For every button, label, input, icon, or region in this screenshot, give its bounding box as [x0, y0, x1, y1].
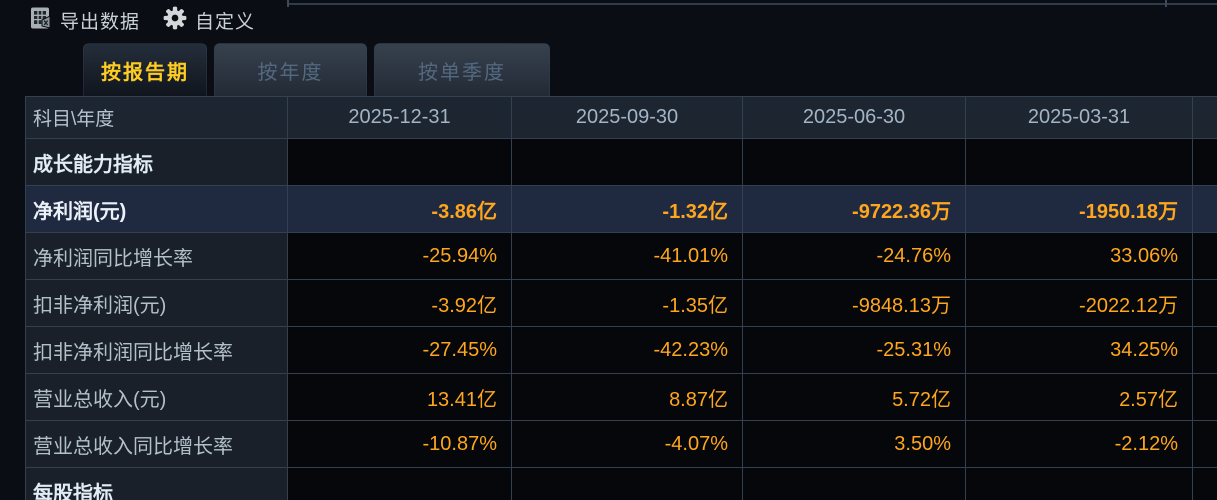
- value-cell-clipped: [1193, 421, 1217, 467]
- value-cell: 5.72亿: [743, 374, 966, 420]
- value-cell: 8.87亿: [512, 374, 743, 420]
- tab-by-year[interactable]: 按年度: [214, 43, 367, 96]
- value-cell: 33.06%: [966, 233, 1193, 279]
- panel-divider-tick: [1165, 0, 1167, 7]
- table-row-net-profit[interactable]: 净利润(元) -3.86亿 -1.32亿 -9722.36万 -1950.18万: [26, 186, 1217, 233]
- export-data-label: 导出数据: [60, 11, 141, 33]
- export-spreadsheet-icon: [28, 6, 53, 35]
- table-header-row: 科目\年度 2025-12-31 2025-09-30 2025-06-30 2…: [26, 97, 1217, 139]
- value-cell: -1950.18万: [966, 186, 1193, 232]
- row-label: 营业总收入(元): [26, 374, 288, 420]
- panel-divider: [287, 3, 1217, 5]
- value-cell: -2022.12万: [966, 280, 1193, 326]
- value-cell: -27.45%: [288, 327, 512, 373]
- column-header-cell: 2025-06-30: [743, 97, 966, 138]
- value-cell: -24.76%: [743, 233, 966, 279]
- panel-divider-tick: [287, 0, 289, 7]
- value-cell-clipped: [1193, 186, 1217, 232]
- row-label: 扣非净利润同比增长率: [26, 327, 288, 373]
- column-header-cell: 2025-09-30: [512, 97, 743, 138]
- table-row-net-profit-yoy[interactable]: 净利润同比增长率 -25.94% -41.01% -24.76% 33.06%: [26, 233, 1217, 280]
- value-cell: -3.92亿: [288, 280, 512, 326]
- row-label: 营业总收入同比增长率: [26, 421, 288, 467]
- table-row-total-revenue-yoy[interactable]: 营业总收入同比增长率 -10.87% -4.07% 3.50% -2.12%: [26, 421, 1217, 468]
- value-cell: 2.57亿: [966, 374, 1193, 420]
- customize-label: 自定义: [195, 11, 256, 33]
- column-header-cell: 2025-03-31: [966, 97, 1193, 138]
- toolbar: 导出数据 自定义: [28, 4, 255, 36]
- gear-icon: [162, 5, 188, 36]
- export-data-button[interactable]: 导出数据: [28, 6, 140, 35]
- value-cell: [288, 139, 512, 185]
- value-cell: [512, 139, 743, 185]
- value-cell: -10.87%: [288, 421, 512, 467]
- table-row-total-revenue[interactable]: 营业总收入(元) 13.41亿 8.87亿 5.72亿 2.57亿: [26, 374, 1217, 421]
- value-cell: -3.86亿: [288, 186, 512, 232]
- value-cell: [966, 139, 1193, 185]
- tab-by-single-quarter[interactable]: 按单季度: [374, 43, 550, 96]
- value-cell: -25.31%: [743, 327, 966, 373]
- row-label: 扣非净利润(元): [26, 280, 288, 326]
- value-cell: 13.41亿: [288, 374, 512, 420]
- table-row-per-share-section[interactable]: 每股指标: [26, 468, 1217, 500]
- table-row-deducted-net-profit-yoy[interactable]: 扣非净利润同比增长率 -27.45% -42.23% -25.31% 34.25…: [26, 327, 1217, 374]
- value-cell-clipped: [1193, 139, 1217, 185]
- value-cell-clipped: [1193, 374, 1217, 420]
- value-cell-clipped: [1193, 233, 1217, 279]
- row-label: 净利润(元): [26, 186, 288, 232]
- value-cell: -9722.36万: [743, 186, 966, 232]
- value-cell: -42.23%: [512, 327, 743, 373]
- column-header-cell-clipped: [1193, 97, 1217, 138]
- tab-by-report-period[interactable]: 按报告期: [83, 43, 207, 96]
- value-cell: 34.25%: [966, 327, 1193, 373]
- value-cell: -25.94%: [288, 233, 512, 279]
- value-cell: -2.12%: [966, 421, 1193, 467]
- value-cell: -4.07%: [512, 421, 743, 467]
- value-cell: [966, 468, 1193, 500]
- financial-indicator-table: 科目\年度 2025-12-31 2025-09-30 2025-06-30 2…: [25, 96, 1217, 500]
- value-cell: -41.01%: [512, 233, 743, 279]
- corner-header-cell: 科目\年度: [26, 97, 288, 138]
- value-cell: -1.35亿: [512, 280, 743, 326]
- value-cell: [743, 468, 966, 500]
- value-cell: -9848.13万: [743, 280, 966, 326]
- row-label: 每股指标: [26, 468, 288, 500]
- value-cell-clipped: [1193, 468, 1217, 500]
- value-cell: [512, 468, 743, 500]
- value-cell-clipped: [1193, 280, 1217, 326]
- column-header-cell: 2025-12-31: [288, 97, 512, 138]
- value-cell: [288, 468, 512, 500]
- row-label: 净利润同比增长率: [26, 233, 288, 279]
- table-row-deducted-net-profit[interactable]: 扣非净利润(元) -3.92亿 -1.35亿 -9848.13万 -2022.1…: [26, 280, 1217, 327]
- value-cell-clipped: [1193, 327, 1217, 373]
- value-cell: -1.32亿: [512, 186, 743, 232]
- row-label: 成长能力指标: [26, 139, 288, 185]
- period-tabs: 按报告期 按年度 按单季度: [83, 43, 550, 96]
- value-cell: 3.50%: [743, 421, 966, 467]
- table-row-growth-section[interactable]: 成长能力指标: [26, 139, 1217, 186]
- value-cell: [743, 139, 966, 185]
- customize-button[interactable]: 自定义: [162, 5, 255, 36]
